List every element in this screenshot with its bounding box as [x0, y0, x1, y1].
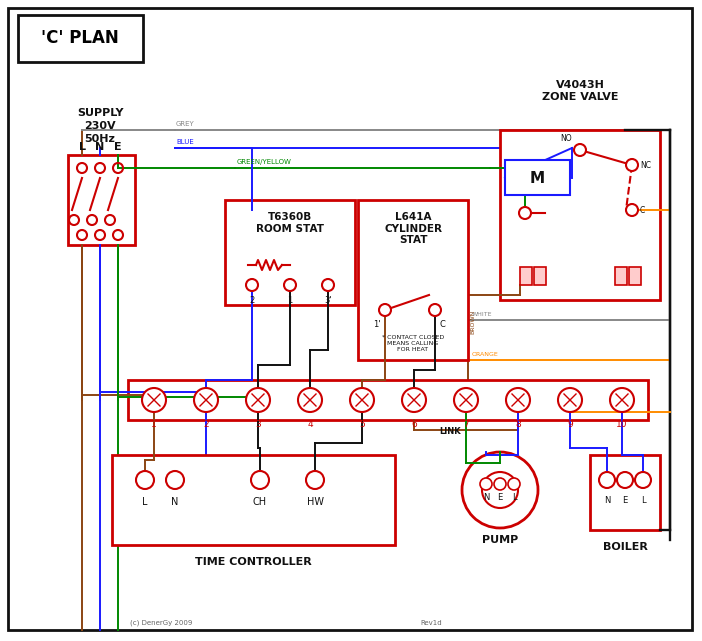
Text: 4: 4: [307, 420, 313, 429]
Circle shape: [298, 388, 322, 412]
Text: GREY: GREY: [176, 121, 194, 127]
Text: L: L: [143, 497, 147, 507]
Text: LINK: LINK: [439, 428, 461, 437]
Text: 2: 2: [203, 420, 208, 429]
Text: BROWN: BROWN: [470, 310, 475, 335]
Circle shape: [482, 472, 518, 508]
Bar: [505, 160, 570, 195]
Text: TIME CONTROLLER: TIME CONTROLLER: [195, 557, 312, 567]
Text: 'C' PLAN: 'C' PLAN: [41, 29, 119, 47]
Text: PUMP: PUMP: [482, 535, 518, 545]
Circle shape: [322, 279, 334, 291]
Circle shape: [194, 388, 218, 412]
Bar: [225, 200, 355, 305]
Text: 3': 3': [324, 296, 332, 305]
Circle shape: [626, 159, 638, 171]
Bar: [18, 15, 143, 62]
Text: C: C: [439, 320, 445, 329]
Text: 8: 8: [515, 420, 521, 429]
Bar: [68, 155, 135, 245]
Text: C: C: [640, 206, 645, 215]
Circle shape: [574, 144, 586, 156]
Text: ORANGE: ORANGE: [472, 352, 498, 357]
Text: V4043H
ZONE VALVE: V4043H ZONE VALVE: [542, 80, 618, 102]
Circle shape: [142, 388, 166, 412]
Text: WHITE: WHITE: [472, 312, 493, 317]
Text: 2: 2: [249, 296, 255, 305]
Text: 1: 1: [287, 296, 293, 305]
Circle shape: [462, 452, 538, 528]
Bar: [590, 455, 660, 530]
Text: NO: NO: [560, 134, 572, 143]
Circle shape: [626, 204, 638, 216]
Circle shape: [402, 388, 426, 412]
Text: BOILER: BOILER: [602, 542, 647, 552]
Circle shape: [558, 388, 582, 412]
Circle shape: [379, 304, 391, 316]
Circle shape: [610, 388, 634, 412]
Text: M: M: [529, 171, 545, 185]
Text: HW: HW: [307, 497, 324, 507]
Text: 9: 9: [567, 420, 573, 429]
Bar: [534, 267, 546, 285]
Text: N: N: [95, 142, 105, 152]
Bar: [358, 200, 468, 360]
Circle shape: [480, 478, 492, 490]
Circle shape: [246, 388, 270, 412]
Bar: [112, 455, 395, 545]
Text: 6: 6: [411, 420, 417, 429]
Text: L: L: [641, 496, 645, 505]
Circle shape: [166, 471, 184, 489]
Circle shape: [635, 472, 651, 488]
Text: 5: 5: [359, 420, 365, 429]
Text: L: L: [512, 494, 516, 503]
Circle shape: [429, 304, 441, 316]
Bar: [500, 130, 660, 300]
Text: CH: CH: [253, 497, 267, 507]
Text: 7: 7: [463, 420, 469, 429]
Circle shape: [284, 279, 296, 291]
Text: (c) DenerGy 2009: (c) DenerGy 2009: [130, 620, 192, 626]
Text: 1: 1: [151, 420, 157, 429]
Circle shape: [494, 478, 506, 490]
Circle shape: [599, 472, 615, 488]
Bar: [128, 380, 648, 420]
Text: * CONTACT CLOSED
MEANS CALLING
FOR HEAT: * CONTACT CLOSED MEANS CALLING FOR HEAT: [382, 335, 444, 352]
Text: 1': 1': [373, 320, 381, 329]
Circle shape: [251, 471, 269, 489]
Bar: [615, 267, 627, 285]
Text: SUPPLY
230V
50Hz: SUPPLY 230V 50Hz: [77, 108, 124, 144]
Circle shape: [246, 279, 258, 291]
Text: N: N: [171, 497, 179, 507]
Bar: [520, 267, 532, 285]
Text: L641A
CYLINDER
STAT: L641A CYLINDER STAT: [384, 212, 442, 246]
Text: L: L: [79, 142, 86, 152]
Circle shape: [519, 207, 531, 219]
Text: E: E: [623, 496, 628, 505]
Circle shape: [506, 388, 530, 412]
Text: 3: 3: [255, 420, 261, 429]
Circle shape: [306, 471, 324, 489]
Text: GREEN/YELLOW: GREEN/YELLOW: [237, 159, 292, 165]
Circle shape: [508, 478, 520, 490]
Text: T6360B
ROOM STAT: T6360B ROOM STAT: [256, 212, 324, 233]
Circle shape: [136, 471, 154, 489]
Text: NC: NC: [640, 160, 651, 169]
Bar: [629, 267, 641, 285]
Circle shape: [350, 388, 374, 412]
Text: E: E: [498, 494, 503, 503]
Circle shape: [454, 388, 478, 412]
Text: Rev1d: Rev1d: [420, 620, 442, 626]
Text: N: N: [604, 496, 610, 505]
Text: 10: 10: [616, 420, 628, 429]
Text: BLUE: BLUE: [176, 139, 194, 145]
Circle shape: [617, 472, 633, 488]
Text: N: N: [483, 494, 489, 503]
Text: E: E: [114, 142, 122, 152]
